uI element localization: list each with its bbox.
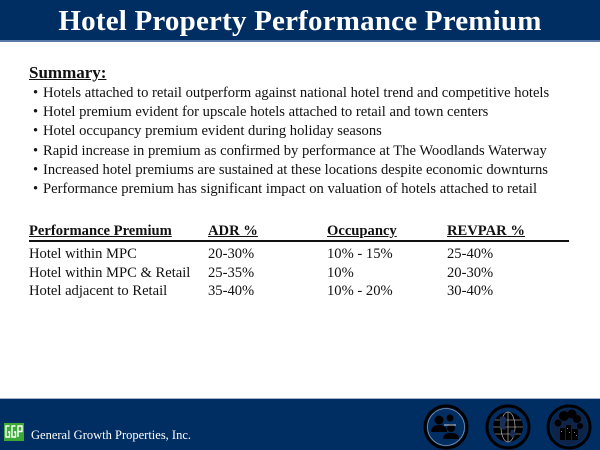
cell-occupancy: 10% - 15% <box>327 246 393 262</box>
bullet-icon: • <box>33 85 39 101</box>
city-icon <box>546 404 592 450</box>
summary-section: Summary: • Hotels attached to retail outp… <box>29 63 589 199</box>
summary-item: • Hotels attached to retail outperform ag… <box>33 84 589 103</box>
column-header-revpar: REVPAR % <box>447 222 569 242</box>
summary-list: • Hotels attached to retail outperform ag… <box>29 84 589 199</box>
cell-category: Hotel adjacent to Retail <box>29 283 168 299</box>
bullet-icon: • <box>33 142 39 159</box>
bullet-icon: • <box>33 161 39 178</box>
page-title: Hotel Property Performance Premium Summa… <box>58 5 542 79</box>
summary-item: • Hotel premium evident for upscale hotel… <box>33 103 589 122</box>
summary-heading: Summary: <box>29 63 107 82</box>
people-icon <box>423 404 469 450</box>
column-header-occupancy: Occupancy <box>327 222 447 242</box>
table-row: Hotel adjacent to Retail 35-40% 10% - 20… <box>29 282 569 301</box>
bullet-icon: • <box>33 123 39 140</box>
table-header-row: Performance Premium ADR % Occupancy REVP… <box>29 222 569 242</box>
table-row: Hotel within MPC & Retail 25-35% 10% 20-… <box>29 264 569 283</box>
cell-occupancy: 10% <box>327 264 354 281</box>
bullet-icon: • <box>33 104 39 121</box>
performance-premium-table: Performance Premium ADR % Occupancy REVP… <box>29 222 569 301</box>
cell-revpar: 20-30% <box>447 264 494 281</box>
summary-item: • Performance premium has significant imp… <box>33 180 589 199</box>
cell-adr: 20-30% <box>208 246 255 262</box>
cell-category: Hotel within MPC & Retail <box>29 264 191 281</box>
cell-revpar: 25-40% <box>447 246 494 262</box>
column-header-performance-premium: Performance Premium <box>29 222 208 242</box>
cell-category: Hotel within MPC <box>29 246 137 262</box>
summary-item: • Increased hotel premiums are sustained … <box>33 161 589 180</box>
footer-bar: General Growth Properties, Inc. <box>0 398 600 450</box>
globe-icon <box>485 404 531 450</box>
column-header-adr: ADR % <box>208 222 327 242</box>
cell-revpar: 30-40% <box>447 283 494 299</box>
company-name: General Growth Properties, Inc. <box>31 428 192 442</box>
summary-item: • Hotel occupancy premium evident during … <box>33 122 589 141</box>
cell-occupancy: 10% - 20% <box>327 283 393 299</box>
bullet-icon: • <box>33 181 39 198</box>
title-bar: Hotel Property Performance Premium Summa… <box>0 0 600 79</box>
cell-adr: 35-40% <box>208 283 255 299</box>
cell-adr: 25-35% <box>208 264 255 281</box>
summary-item: • Rapid increase in premium as confirmed … <box>33 142 589 161</box>
table-row: Hotel within MPC 20-30% 10% - 15% 25-40% <box>29 241 569 264</box>
ggp-logo-icon <box>4 423 24 441</box>
